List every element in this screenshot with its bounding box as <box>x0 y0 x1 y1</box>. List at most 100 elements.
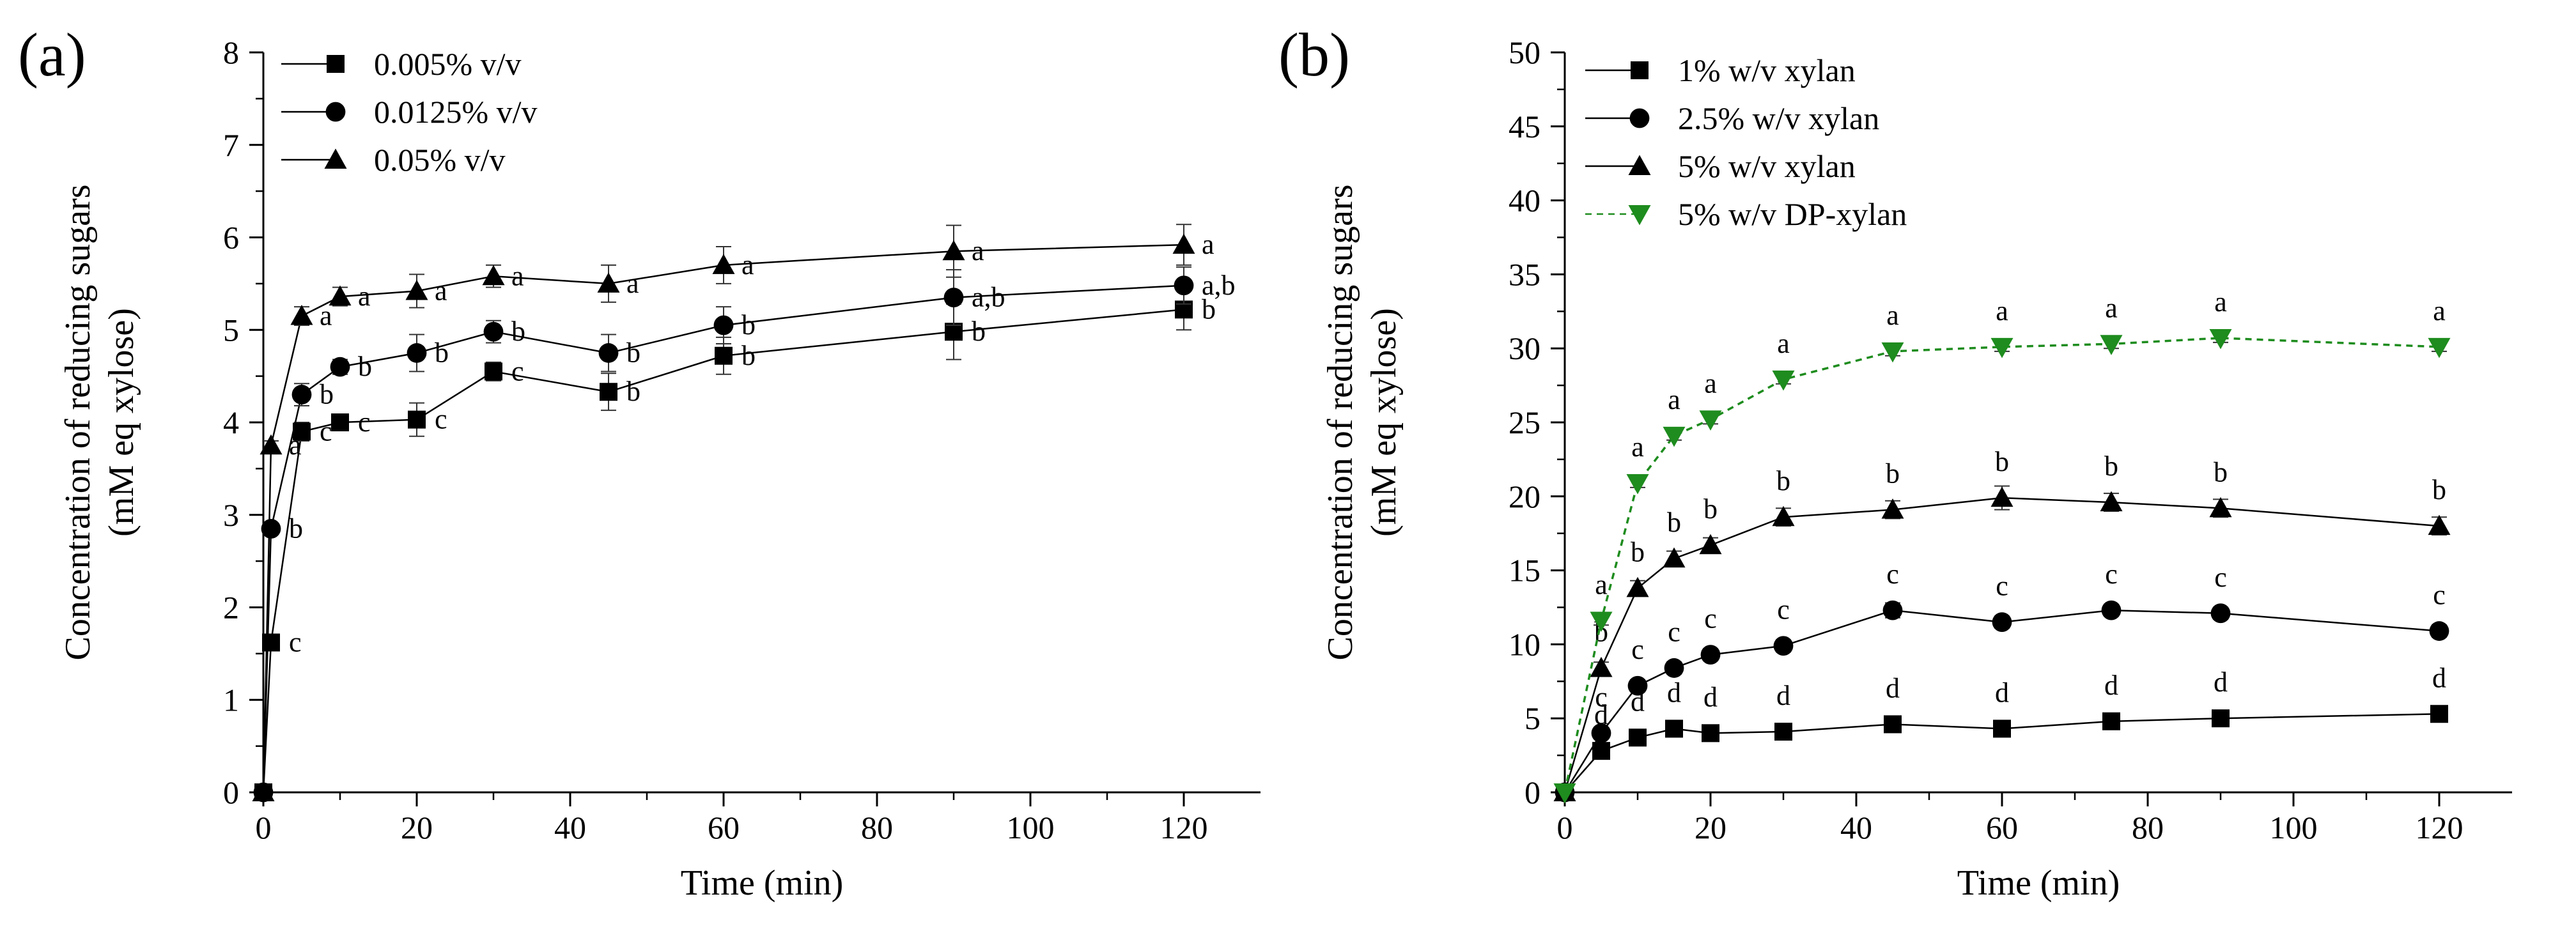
data-point <box>942 240 965 261</box>
data-point <box>2430 705 2448 723</box>
y-tick-label: 5 <box>1525 700 1540 736</box>
legend-entry: 0.05% v/v <box>374 142 506 178</box>
significance-label: b <box>358 351 372 382</box>
x-tick-label: 100 <box>2270 810 2318 845</box>
data-point <box>2102 712 2120 730</box>
data-point <box>1592 742 1610 760</box>
data-point <box>598 343 619 363</box>
data-point <box>2100 491 2123 512</box>
x-tick-label: 20 <box>401 810 433 845</box>
x-tick-label: 40 <box>554 810 586 845</box>
significance-label: b <box>1886 458 1900 489</box>
data-point <box>329 285 352 306</box>
data-point <box>2209 496 2232 518</box>
series-2: bbb bb b b b bb <box>1553 446 2451 801</box>
legend-entry: 0.005% v/v <box>374 46 522 82</box>
significance-label: b <box>626 376 640 407</box>
series-line <box>262 243 1184 793</box>
significance-label: b <box>1995 446 2009 477</box>
y-tick-label: 8 <box>223 35 239 70</box>
significance-label: a <box>2433 295 2446 327</box>
data-point <box>330 357 350 377</box>
significance-label: b <box>626 337 640 368</box>
significance-label: b <box>1202 293 1216 325</box>
significance-label: a <box>358 281 371 312</box>
legend-marker <box>1629 108 1650 128</box>
data-point <box>1663 426 1686 447</box>
significance-label: b <box>2214 456 2228 488</box>
significance-label: a,b <box>972 282 1005 313</box>
significance-label: c <box>2433 580 2446 611</box>
significance-label: c <box>1631 634 1644 665</box>
data-point <box>1881 342 1904 363</box>
y-tick-label: 10 <box>1509 626 1540 662</box>
significance-label: d <box>1703 681 1718 712</box>
significance-label: a <box>511 260 524 291</box>
data-point <box>600 383 617 401</box>
data-point <box>2429 621 2449 641</box>
significance-label: b <box>1631 536 1645 567</box>
legend-marker <box>1628 155 1651 175</box>
significance-label: b <box>741 309 756 341</box>
y-tick-label: 30 <box>1509 330 1540 366</box>
x-tick-label: 120 <box>1160 810 1208 845</box>
y-tick-label: 3 <box>223 497 239 533</box>
data-point <box>1629 728 1647 747</box>
data-point <box>261 519 281 539</box>
significance-label: d <box>1776 680 1790 711</box>
significance-label: c <box>2214 562 2227 593</box>
significance-label: c <box>1777 594 1790 626</box>
x-axis-label: Time (min) <box>681 863 844 903</box>
data-point <box>1773 636 1794 656</box>
significance-label: a <box>1886 300 1899 331</box>
data-point <box>1663 547 1686 568</box>
data-point <box>252 781 275 801</box>
y-axis-label-line2: (mM eq xylose) <box>102 308 141 537</box>
significance-label: d <box>2104 670 2118 701</box>
significance-label: b <box>435 337 449 368</box>
x-tick-label: 60 <box>1986 810 2018 845</box>
data-point <box>1699 410 1722 431</box>
data-point <box>1881 498 1904 519</box>
x-tick-label: 120 <box>2416 810 2463 845</box>
significance-label: a <box>1202 229 1214 260</box>
significance-label: c <box>289 627 302 658</box>
data-point <box>1700 645 1721 665</box>
significance-label: b <box>320 379 334 410</box>
legend-marker <box>324 148 347 169</box>
x-axis-label: Time (min) <box>1957 863 2120 903</box>
significance-label: c <box>2105 558 2118 590</box>
data-point <box>1627 675 1648 696</box>
significance-label: a <box>741 249 754 281</box>
y-tick-label: 0 <box>223 774 239 810</box>
significance-label: a <box>435 275 447 306</box>
significance-label: d <box>1995 677 2009 708</box>
data-point <box>1172 233 1195 254</box>
data-point <box>260 434 283 455</box>
x-tick-label: 20 <box>1695 810 1726 845</box>
significance-label: b <box>972 316 986 347</box>
significance-label: c <box>1595 681 1608 712</box>
data-point <box>331 413 349 431</box>
data-point <box>2428 514 2451 535</box>
significance-label: b <box>1703 493 1718 525</box>
data-point <box>485 362 502 381</box>
y-axis-label-line1: Concentration of reducing sugars <box>58 185 98 661</box>
significance-label: b <box>1667 507 1681 538</box>
legend-entry: 2.5% w/v xylan <box>1678 100 1879 136</box>
significance-label: a <box>2214 286 2227 318</box>
significance-label: d <box>2214 666 2228 698</box>
y-tick-label: 45 <box>1509 109 1540 144</box>
x-tick-label: 80 <box>861 810 893 845</box>
significance-label: c <box>320 415 332 447</box>
y-tick-label: 40 <box>1509 183 1540 219</box>
data-point <box>482 265 505 286</box>
significance-label: d <box>1886 672 1900 704</box>
significance-label: c <box>1704 603 1717 635</box>
data-point <box>293 422 311 441</box>
data-point <box>1626 576 1649 597</box>
significance-label: c <box>511 355 524 387</box>
data-point <box>1774 723 1792 741</box>
legend-marker <box>1631 61 1649 79</box>
